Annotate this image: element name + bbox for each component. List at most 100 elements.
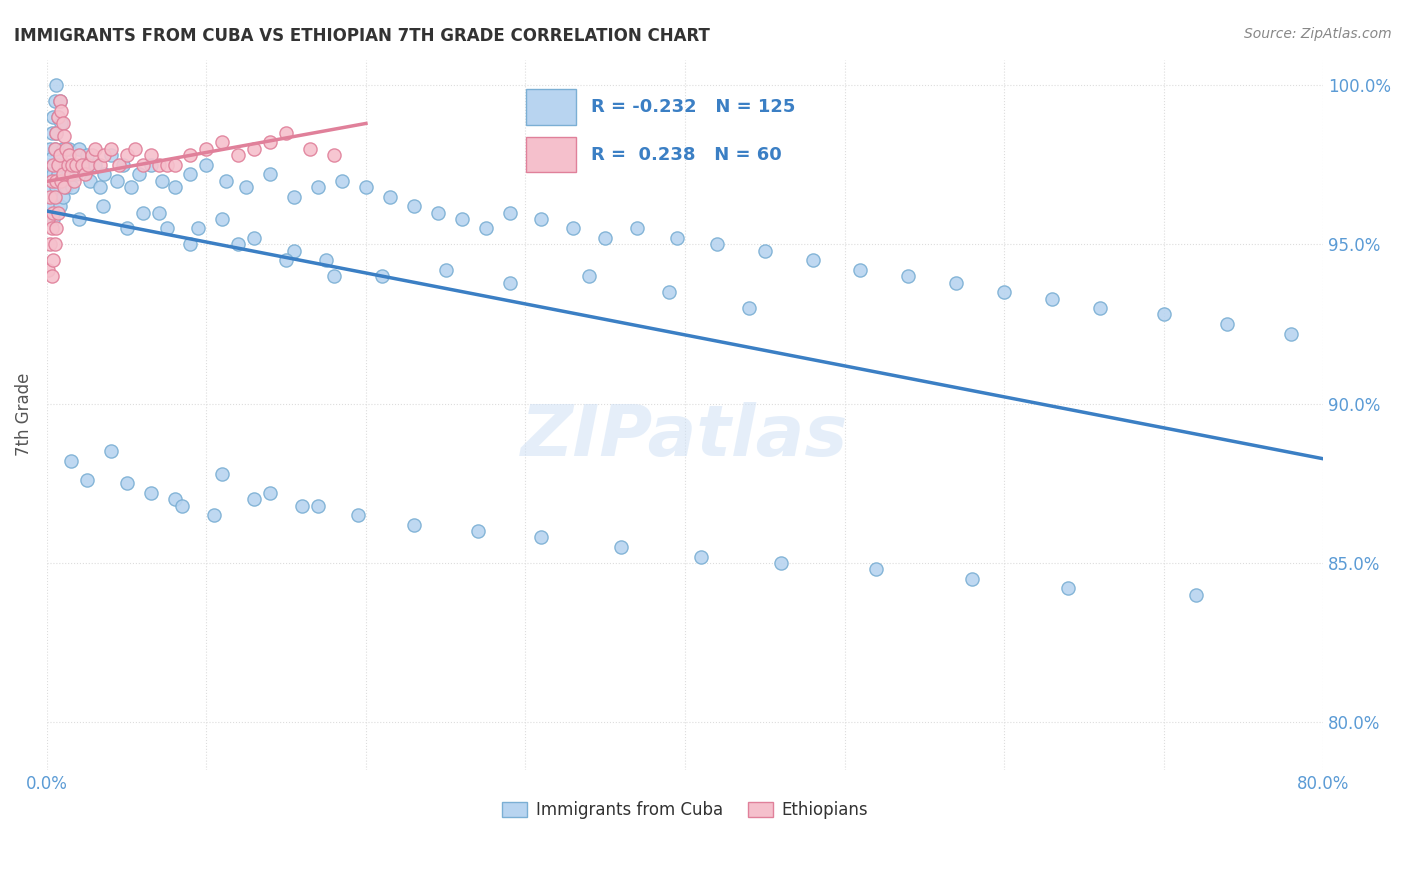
Point bbox=[214, 174, 236, 188]
Point bbox=[39, 167, 62, 181]
Point bbox=[41, 174, 63, 188]
Point bbox=[48, 94, 70, 108]
Point bbox=[1088, 301, 1111, 315]
Point bbox=[48, 148, 70, 162]
Point bbox=[39, 142, 62, 156]
Point bbox=[195, 142, 218, 156]
Point bbox=[59, 167, 82, 181]
Point bbox=[37, 180, 59, 194]
Point bbox=[610, 540, 633, 554]
Point bbox=[51, 174, 73, 188]
Point bbox=[63, 174, 86, 188]
Point bbox=[139, 486, 162, 500]
Point bbox=[530, 211, 553, 226]
Point bbox=[259, 167, 281, 181]
Point bbox=[48, 199, 70, 213]
Point bbox=[738, 301, 761, 315]
Point bbox=[55, 180, 77, 194]
Point bbox=[44, 189, 66, 203]
Point bbox=[179, 237, 201, 252]
Point bbox=[434, 263, 457, 277]
Point bbox=[163, 180, 186, 194]
Point bbox=[75, 167, 97, 181]
Point bbox=[276, 126, 298, 140]
Point bbox=[39, 237, 62, 252]
Point bbox=[41, 152, 63, 166]
Point bbox=[690, 549, 713, 564]
Point bbox=[100, 148, 122, 162]
Point bbox=[291, 499, 314, 513]
Point bbox=[276, 253, 298, 268]
Point bbox=[211, 211, 233, 226]
Point bbox=[91, 199, 114, 213]
Point bbox=[128, 167, 150, 181]
Point bbox=[530, 531, 553, 545]
Point bbox=[131, 205, 153, 219]
Point bbox=[107, 158, 129, 172]
Point bbox=[42, 158, 65, 172]
Point bbox=[51, 174, 73, 188]
Point bbox=[243, 142, 266, 156]
Point bbox=[124, 142, 146, 156]
Point bbox=[79, 174, 101, 188]
Point bbox=[801, 253, 824, 268]
Point bbox=[202, 508, 225, 523]
Point bbox=[498, 276, 520, 290]
Point bbox=[179, 167, 201, 181]
Point bbox=[53, 158, 76, 172]
Point bbox=[179, 148, 201, 162]
Point bbox=[45, 180, 67, 194]
Point bbox=[59, 158, 82, 172]
Point bbox=[347, 508, 370, 523]
Point bbox=[39, 189, 62, 203]
Point bbox=[299, 142, 322, 156]
Point bbox=[1153, 308, 1175, 322]
Point bbox=[626, 221, 648, 235]
Point bbox=[44, 189, 66, 203]
Point bbox=[42, 211, 65, 226]
Text: IMMIGRANTS FROM CUBA VS ETHIOPIAN 7TH GRADE CORRELATION CHART: IMMIGRANTS FROM CUBA VS ETHIOPIAN 7TH GR… bbox=[14, 27, 710, 45]
Point bbox=[62, 158, 84, 172]
Point bbox=[46, 167, 69, 181]
Point bbox=[593, 231, 616, 245]
Point bbox=[897, 269, 920, 284]
Point bbox=[283, 244, 305, 258]
Point bbox=[52, 116, 75, 130]
Point bbox=[307, 180, 329, 194]
Point bbox=[46, 205, 69, 219]
Point bbox=[211, 467, 233, 481]
Point bbox=[148, 158, 170, 172]
Point bbox=[945, 276, 967, 290]
Point bbox=[131, 158, 153, 172]
Point bbox=[42, 110, 65, 124]
Point bbox=[259, 486, 281, 500]
Point bbox=[243, 492, 266, 507]
Point bbox=[474, 221, 496, 235]
Point bbox=[45, 126, 67, 140]
Point bbox=[865, 562, 887, 576]
Point bbox=[323, 269, 346, 284]
Point bbox=[37, 211, 59, 226]
Point bbox=[148, 205, 170, 219]
Point bbox=[100, 142, 122, 156]
Point bbox=[76, 473, 98, 487]
Point bbox=[58, 142, 80, 156]
Point bbox=[315, 253, 337, 268]
Point bbox=[139, 148, 162, 162]
Point bbox=[155, 221, 177, 235]
Point bbox=[243, 231, 266, 245]
Point bbox=[83, 158, 105, 172]
Point bbox=[52, 167, 75, 181]
Point bbox=[45, 78, 67, 92]
Point bbox=[562, 221, 585, 235]
Point bbox=[41, 126, 63, 140]
Point bbox=[42, 253, 65, 268]
Point bbox=[578, 269, 600, 284]
Point bbox=[323, 148, 346, 162]
Point bbox=[658, 285, 681, 300]
Point bbox=[150, 174, 173, 188]
Point bbox=[235, 180, 257, 194]
Point bbox=[115, 476, 138, 491]
Point bbox=[67, 148, 90, 162]
Point bbox=[65, 158, 87, 172]
